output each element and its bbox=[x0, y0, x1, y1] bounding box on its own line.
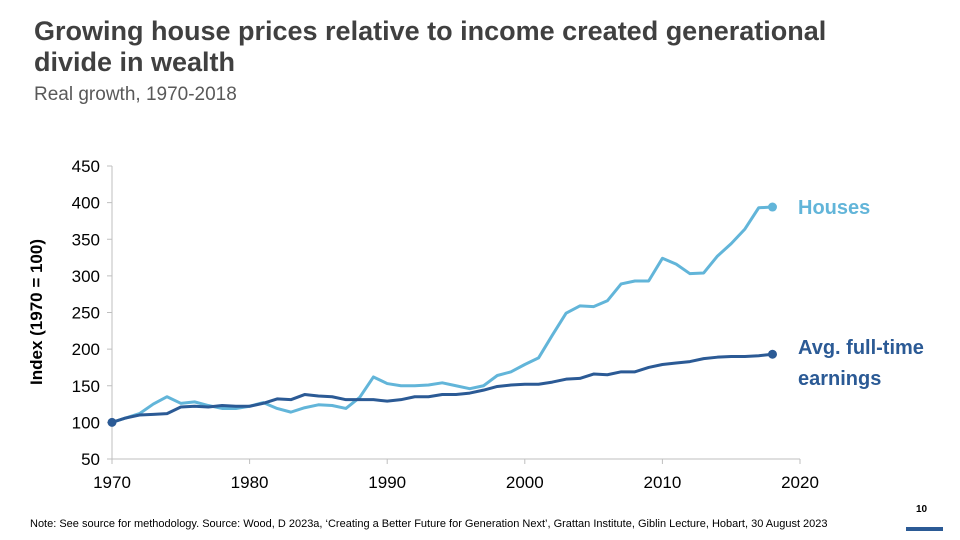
y-tick-label: 150 bbox=[72, 377, 100, 396]
x-tick-label: 1980 bbox=[231, 473, 269, 492]
y-axis-label: Index (1970 = 100) bbox=[27, 239, 46, 385]
x-tick-label: 2020 bbox=[781, 473, 819, 492]
data-point bbox=[767, 202, 777, 212]
x-tick-label: 1990 bbox=[368, 473, 406, 492]
page-accent-bar bbox=[906, 527, 943, 531]
source-note: Note: See source for methodology. Source… bbox=[30, 518, 828, 530]
y-tick-label: 350 bbox=[72, 230, 100, 249]
series-label-line: earnings bbox=[798, 368, 881, 390]
data-point bbox=[767, 349, 777, 359]
y-tick-label: 450 bbox=[72, 157, 100, 176]
y-tick-label: 300 bbox=[72, 267, 100, 286]
series-label: Houses bbox=[798, 197, 870, 219]
y-tick-label: 400 bbox=[72, 194, 100, 213]
slide-title: Growing house prices relative to income … bbox=[34, 16, 827, 77]
series-line-earnings bbox=[111, 352, 773, 424]
x-tick-label: 1970 bbox=[93, 473, 131, 492]
series-line-houses bbox=[111, 205, 773, 424]
y-tick-label: 50 bbox=[81, 450, 100, 469]
slide-subtitle: Real growth, 1970-2018 bbox=[34, 84, 237, 105]
y-tick-label: 100 bbox=[72, 413, 100, 432]
y-tick-label: 200 bbox=[72, 340, 100, 359]
x-tick-label: 2010 bbox=[643, 473, 681, 492]
series-label-line: Houses bbox=[798, 197, 870, 219]
data-point bbox=[107, 417, 117, 427]
x-tick-label: 2000 bbox=[506, 473, 544, 492]
y-tick-label: 250 bbox=[72, 304, 100, 323]
page-number: 10 bbox=[916, 504, 928, 515]
series-label-line: Avg. full-time bbox=[798, 337, 924, 359]
series-label: Avg. full-time earnings bbox=[798, 337, 924, 390]
